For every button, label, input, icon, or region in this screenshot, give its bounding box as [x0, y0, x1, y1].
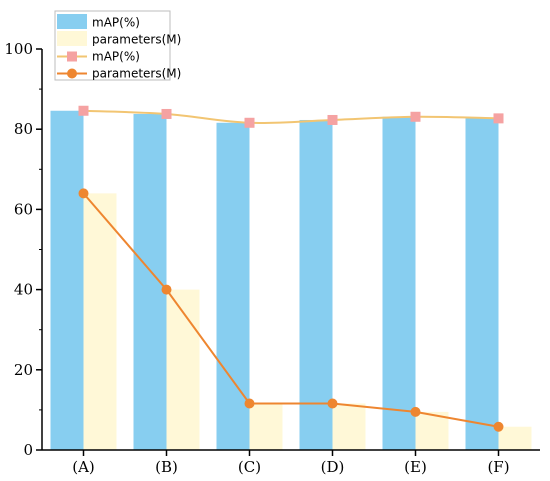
- lines-layer: [78, 105, 504, 432]
- legend-swatch-marker-3: [67, 68, 77, 79]
- point-params-4: [410, 406, 421, 417]
- y-tick-label-2: 40: [14, 281, 33, 299]
- legend-label-2: mAP(%): [92, 50, 140, 64]
- point-params-1: [161, 284, 172, 295]
- x-tick-label-5: (F): [487, 458, 509, 476]
- point-map-4: [410, 111, 421, 122]
- y-tick-label-4: 80: [14, 120, 33, 138]
- bar-map-1: [133, 113, 167, 451]
- bar-map-2: [216, 122, 250, 450]
- point-map-3: [327, 114, 338, 125]
- point-params-5: [493, 421, 504, 432]
- bars-layer: [50, 110, 532, 451]
- legend-swatch-marker-2: [67, 51, 77, 62]
- bar-map-4: [382, 116, 416, 451]
- legend-swatch-0: [57, 14, 87, 29]
- point-params-3: [327, 398, 338, 409]
- y-tick-label-5: 100: [4, 40, 33, 58]
- x-tick-label-3: (D): [321, 458, 345, 476]
- bar-params-3: [332, 403, 366, 450]
- point-map-1: [161, 108, 172, 119]
- x-tick-label-0: (A): [72, 458, 95, 476]
- y-tick-label-1: 20: [14, 361, 33, 379]
- point-map-0: [78, 105, 89, 116]
- legend-swatch-1: [57, 31, 87, 46]
- axes-layer: 0 20 40 60 80 100 (A) (B) (C) (D) (E) (F): [4, 40, 540, 476]
- y-tick-label-3: 60: [14, 200, 33, 218]
- bar-params-0: [83, 193, 117, 451]
- line-params: [82, 192, 499, 428]
- bar-map-5: [465, 118, 499, 451]
- bar-params-2: [249, 403, 283, 450]
- bar-params-4: [415, 411, 449, 450]
- y-tick-label-0: 0: [23, 441, 33, 459]
- legend-label-1: parameters(M): [92, 33, 181, 47]
- x-tick-label-4: (E): [404, 458, 427, 476]
- line-map: [83, 109, 499, 124]
- legend-label-0: mAP(%): [92, 16, 140, 30]
- x-tick-label-2: (C): [238, 458, 261, 476]
- point-map-2: [244, 117, 255, 128]
- legend-label-3: parameters(M): [92, 67, 181, 81]
- point-params-0: [78, 188, 89, 199]
- point-params-2: [244, 398, 255, 409]
- bar-map-0: [50, 110, 84, 450]
- legend: mAP(%) parameters(M) mAP(%) parameters(M): [54, 10, 181, 81]
- bar-map-3: [299, 119, 333, 450]
- bar-params-1: [166, 289, 200, 450]
- x-tick-label-1: (B): [155, 458, 178, 476]
- bar-params-5: [498, 426, 532, 450]
- point-map-5: [493, 113, 504, 124]
